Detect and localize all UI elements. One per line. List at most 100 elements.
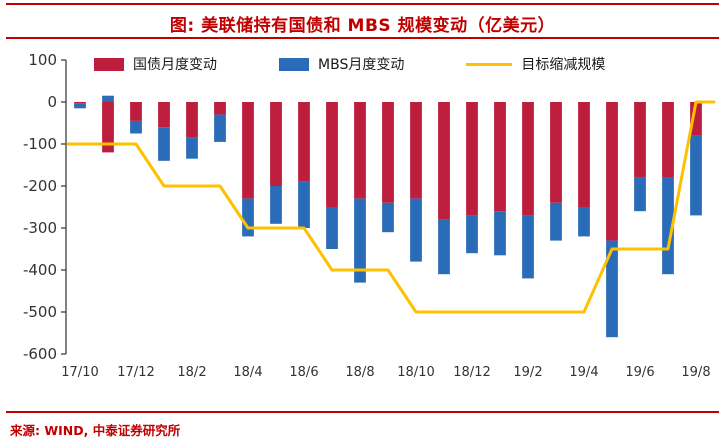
bar-mbs — [550, 202, 562, 241]
bar-treasury — [494, 102, 506, 212]
bar-group — [74, 102, 86, 109]
bar-group — [606, 102, 618, 338]
footer-rule — [6, 411, 719, 413]
target-line-swatch-icon — [466, 62, 513, 66]
bar-treasury — [438, 102, 450, 220]
bar-mbs — [634, 177, 646, 212]
bar-treasury — [186, 102, 198, 138]
bar-mbs — [578, 207, 590, 237]
bar-group — [494, 102, 506, 256]
y-axis-label: -300 — [23, 219, 57, 237]
bar-mbs — [494, 211, 506, 256]
x-axis-label: 18/2 — [177, 365, 206, 380]
legend-item-target: 目标缩减规模 — [466, 54, 605, 74]
bar-treasury — [634, 102, 646, 178]
source-note: 来源: WIND, 中泰证券研究所 — [10, 423, 181, 438]
bar-group — [354, 102, 366, 283]
x-axis-label: 19/8 — [681, 365, 710, 380]
bar-treasury — [410, 102, 422, 199]
bar-mbs — [354, 198, 366, 283]
bar-treasury — [606, 102, 618, 241]
bar-treasury — [550, 102, 562, 203]
bar-mbs — [74, 103, 86, 109]
legend-label-target: 目标缩减规模 — [521, 57, 606, 73]
chart-area: 100 0 -100 -200 -300 -400 -500 -600 17/10 17/12 18… — [6, 46, 719, 398]
bar-treasury — [298, 102, 310, 182]
bar-treasury — [130, 102, 142, 121]
bar-group — [634, 102, 646, 212]
bar-mbs — [102, 95, 114, 102]
bar-group — [382, 102, 394, 233]
x-axis-label: 17/10 — [61, 365, 98, 380]
bar-mbs — [466, 215, 478, 254]
bar-treasury — [326, 102, 338, 207]
bar-treasury — [466, 102, 478, 216]
bar-group — [578, 102, 590, 237]
legend-label-treasury: 国债月度变动 — [133, 57, 217, 73]
bar-mbs — [382, 202, 394, 233]
bar-mbs — [158, 127, 170, 161]
bar-treasury — [382, 102, 394, 203]
x-axis-label: 18/10 — [397, 365, 434, 380]
bar-mbs — [270, 186, 282, 224]
y-axis-label: 0 — [47, 93, 57, 111]
bar-mbs — [690, 135, 702, 216]
bar-group — [130, 102, 142, 134]
y-axis-label: 100 — [28, 51, 57, 69]
bar-mbs — [214, 114, 226, 142]
legend-label-mbs: MBS月度变动 — [318, 57, 405, 73]
bar-group — [550, 102, 562, 241]
y-axis-label: -400 — [23, 261, 57, 279]
bar-group — [242, 102, 254, 237]
bar-mbs — [298, 181, 310, 228]
bar-group — [298, 102, 310, 228]
bar-group — [214, 102, 226, 142]
bar-treasury — [578, 102, 590, 207]
bar-treasury — [690, 102, 702, 136]
bar-mbs — [522, 215, 534, 279]
bar-mbs — [130, 120, 142, 134]
y-axis-label: -600 — [23, 345, 57, 363]
x-axis-label: 19/4 — [569, 365, 598, 380]
bar-treasury — [242, 102, 254, 199]
bar-mbs — [242, 198, 254, 237]
bar-treasury — [522, 102, 534, 216]
x-axis-label: 18/8 — [345, 365, 374, 380]
bar-treasury — [74, 102, 86, 104]
mbs-swatch-icon — [279, 57, 309, 71]
bar-mbs — [438, 219, 450, 275]
bar-mbs — [410, 198, 422, 262]
x-axis-label: 19/6 — [625, 365, 654, 380]
chart-svg: 100 0 -100 -200 -300 -400 -500 -600 17/10 17/12 18… — [23, 51, 716, 380]
legend-item-mbs: MBS月度变动 — [279, 54, 404, 74]
y-axis-label: -100 — [23, 135, 57, 153]
x-axis-label: 18/6 — [289, 365, 318, 380]
legend-item-treasury: 国债月度变动 — [94, 54, 217, 74]
x-axis-label: 17/12 — [117, 365, 154, 380]
chart-title: 图: 美联储持有国债和 MBS 规模变动（亿美元） — [169, 16, 556, 36]
y-axis-label: -200 — [23, 177, 57, 195]
bar-group — [522, 102, 534, 279]
x-axis-label: 18/12 — [453, 365, 490, 380]
bar-treasury — [354, 102, 366, 199]
bar-group — [662, 102, 674, 275]
target-reduction-line — [66, 100, 716, 314]
bar-treasury — [214, 102, 226, 115]
bar-group — [186, 102, 198, 159]
chart-legend: 国债月度变动 MBS月度变动 目标缩减规模 — [94, 54, 605, 74]
top-rule — [6, 3, 719, 5]
title-rule — [6, 37, 719, 39]
bar-treasury — [158, 102, 170, 128]
treasury-swatch-icon — [94, 57, 124, 71]
bar-treasury — [102, 102, 114, 153]
bar-mbs — [662, 177, 674, 275]
bar-group — [270, 102, 282, 224]
bar-mbs — [186, 137, 198, 159]
x-axis-label: 18/4 — [233, 365, 262, 380]
bar-mbs — [326, 207, 338, 249]
bar-group — [102, 95, 114, 153]
bar-group — [690, 102, 702, 216]
bar-treasury — [270, 102, 282, 186]
bar-group — [410, 102, 422, 262]
